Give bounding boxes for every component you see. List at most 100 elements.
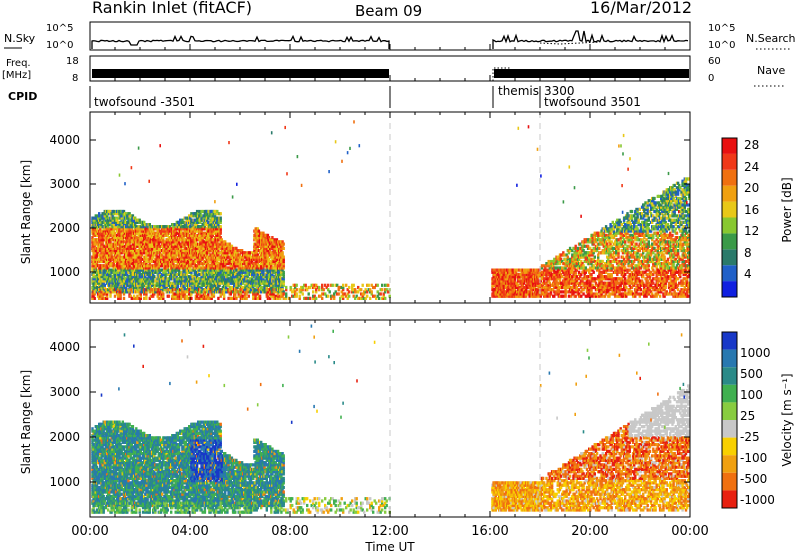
power-cell	[199, 242, 202, 246]
power-cell	[134, 227, 137, 231]
power-cell	[279, 296, 282, 300]
power-cell	[252, 292, 255, 296]
power-cell	[260, 285, 263, 290]
nsky-line-evening	[492, 30, 689, 49]
power-cell	[99, 227, 102, 231]
power-cell	[119, 296, 122, 300]
power-cell	[246, 275, 249, 279]
power-cell	[156, 233, 159, 237]
power-cell	[116, 218, 119, 222]
power-cell	[269, 242, 272, 246]
power-cell	[122, 266, 126, 270]
power-cell	[262, 270, 265, 274]
power-cell	[249, 262, 253, 266]
power-cell	[126, 268, 129, 272]
power-cell	[199, 212, 202, 216]
power-cell	[330, 294, 333, 298]
power-cell	[149, 285, 153, 290]
power-cell	[207, 292, 210, 296]
power-cell	[117, 296, 120, 300]
power-cell	[262, 288, 265, 292]
power-cell	[93, 296, 96, 300]
power-cell	[200, 266, 203, 270]
power-cell	[254, 292, 257, 296]
power-cell	[175, 275, 178, 279]
power-cell	[118, 227, 121, 231]
power-cell	[159, 283, 163, 287]
power-cell	[366, 290, 369, 294]
power-cell	[325, 285, 328, 290]
power-cell	[137, 229, 140, 233]
power-cell	[206, 240, 209, 244]
power-cell	[225, 266, 228, 270]
power-cell	[190, 246, 193, 250]
power-cell	[143, 283, 146, 287]
power-cell	[195, 223, 199, 227]
power-cell	[204, 262, 208, 266]
power-cell	[105, 216, 109, 220]
power-cell	[200, 214, 203, 218]
power-cell	[156, 255, 159, 259]
power-cell	[258, 270, 262, 274]
power-cell	[175, 251, 178, 255]
power-cell	[248, 283, 252, 287]
power-cell	[207, 275, 210, 279]
power-cell	[345, 283, 348, 287]
power-cell	[112, 262, 115, 266]
power-cell	[193, 244, 196, 248]
power-cell	[218, 279, 221, 283]
power-cell	[152, 272, 155, 277]
power-cell	[98, 272, 101, 277]
power-cell	[167, 272, 171, 277]
power-cell	[258, 259, 262, 264]
power-cell	[93, 242, 96, 246]
power-cell	[233, 296, 236, 300]
power-cell	[230, 285, 234, 290]
power-cell	[99, 292, 102, 296]
power-cell	[132, 244, 136, 248]
power-cell	[150, 236, 154, 240]
power-cell	[171, 255, 174, 259]
power-cell	[282, 281, 285, 285]
power-cell	[182, 255, 185, 259]
power-cell	[129, 257, 132, 261]
power-cell	[131, 233, 135, 237]
power-cell	[266, 233, 270, 237]
power-cell	[134, 288, 137, 292]
power-cell	[279, 268, 282, 272]
power-cell	[237, 292, 240, 296]
power-cell	[180, 231, 183, 235]
power-cell	[342, 283, 345, 287]
power-cell	[200, 296, 203, 300]
power-cell	[346, 288, 349, 292]
power-cell	[207, 262, 210, 266]
power-cell	[495, 279, 499, 283]
power-cell	[381, 283, 384, 287]
power-cell	[204, 294, 208, 298]
power-cell	[198, 285, 201, 290]
power-cell	[265, 264, 268, 268]
power-cell	[137, 277, 140, 281]
power-cell	[186, 253, 190, 257]
power-cell	[216, 255, 219, 259]
power-cell	[173, 242, 176, 246]
power-cell	[352, 294, 355, 298]
power-cell	[384, 290, 387, 294]
power-cell	[215, 281, 218, 285]
power-cell	[270, 131, 273, 135]
power-cell	[113, 249, 117, 253]
power-cell	[337, 285, 340, 290]
power-cell	[363, 292, 366, 296]
power-cell	[282, 296, 285, 300]
power-cell	[180, 229, 183, 233]
power-cell	[272, 296, 275, 300]
power-cell	[343, 292, 346, 296]
power-cell	[211, 218, 214, 222]
power-cell	[182, 270, 185, 274]
power-cell	[98, 214, 101, 218]
power-cell	[215, 277, 218, 281]
power-cell	[334, 283, 337, 287]
power-cell	[213, 257, 217, 261]
power-cell	[265, 266, 268, 270]
power-cell	[118, 242, 121, 246]
